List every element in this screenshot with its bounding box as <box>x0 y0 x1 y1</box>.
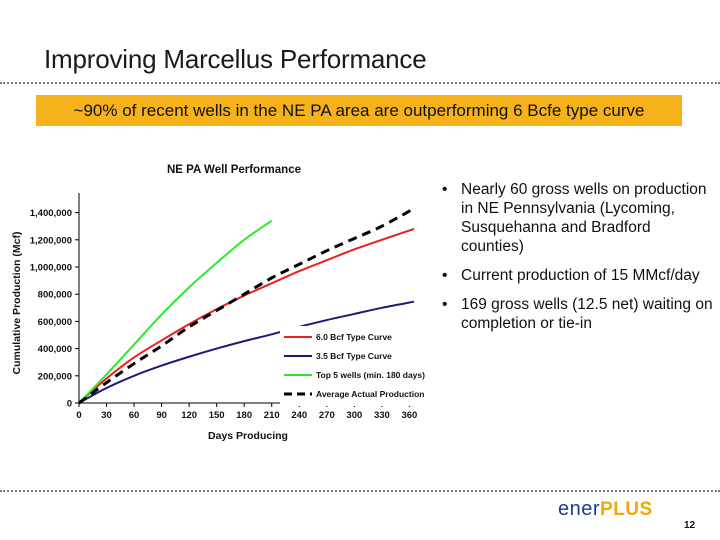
logo-part-plus: PLUS <box>600 499 653 520</box>
series-line-2 <box>78 300 415 404</box>
highlight-banner: ~90% of recent wells in the NE PA area a… <box>36 95 682 126</box>
x-tick-label: 300 <box>346 410 362 421</box>
y-tick-label: 1,400,000 <box>30 208 72 219</box>
banner-text: ~90% of recent wells in the NE PA area a… <box>73 100 645 120</box>
legend-label: 3.5 Bcf Type Curve <box>316 351 392 361</box>
bullet-dot: • <box>442 296 448 313</box>
legend-label: 6.0 Bcf Type Curve <box>316 332 392 342</box>
top-divider <box>0 82 720 84</box>
bullet-item: • Nearly 60 gross wells on production in … <box>442 180 714 256</box>
y-tick-label: 400,000 <box>38 344 72 355</box>
y-tick-label: 600,000 <box>38 317 72 328</box>
x-tick-label: 0 <box>76 410 81 421</box>
enerplus-logo: enerPLUS <box>558 498 653 521</box>
bullet-item: • Current production of 15 MMcf/day <box>442 266 714 285</box>
y-tick-label: 0 <box>67 399 72 410</box>
page-number: 12 <box>684 520 696 531</box>
bottom-divider <box>0 490 720 492</box>
logo-part-ener: ener <box>558 498 601 520</box>
y-tick-label: 200,000 <box>38 371 72 382</box>
bullet-dot: • <box>442 181 448 198</box>
bullet-item: • 169 gross wells (12.5 net) waiting on c… <box>442 295 714 333</box>
x-tick-label: 180 <box>236 410 252 421</box>
x-tick-label: 120 <box>181 410 197 421</box>
series-line-4 <box>78 207 415 405</box>
x-tick-label: 240 <box>291 410 307 421</box>
slide-title: Improving Marcellus Performance <box>44 44 427 74</box>
x-tick-label: 210 <box>264 410 280 421</box>
bullet-list: • Nearly 60 gross wells on production in … <box>442 180 714 343</box>
x-tick-label: 270 <box>319 410 335 421</box>
legend-label: Average Actual Production <box>316 389 424 399</box>
x-tick-label: 90 <box>156 410 167 421</box>
x-tick-label: 60 <box>129 410 140 421</box>
y-tick-label: 1,000,000 <box>30 263 72 274</box>
y-axis-label: Cumulative Production (Mcf) <box>11 232 23 375</box>
x-tick-label: 330 <box>374 410 390 421</box>
y-tick-label: 800,000 <box>38 290 72 301</box>
x-tick-label: 360 <box>401 410 417 421</box>
x-axis-label: Days Producing <box>208 430 288 442</box>
x-tick-label: 150 <box>209 410 225 421</box>
bullet-text: Current production of 15 MMcf/day <box>461 267 700 284</box>
chart-title: NE PA Well Performance <box>167 164 301 176</box>
performance-chart: NE PA Well Performance Cumulative Produc… <box>11 164 425 442</box>
bullet-text: 169 gross wells (12.5 net) waiting on co… <box>461 296 713 332</box>
bullet-text: Nearly 60 gross wells on production in N… <box>461 181 707 255</box>
x-tick-label: 30 <box>101 410 112 421</box>
bullet-dot: • <box>442 267 448 284</box>
series-line-3 <box>78 219 273 404</box>
legend-label: Top 5 wells (min. 180 days) <box>316 370 425 380</box>
y-tick-label: 1,200,000 <box>30 235 72 246</box>
